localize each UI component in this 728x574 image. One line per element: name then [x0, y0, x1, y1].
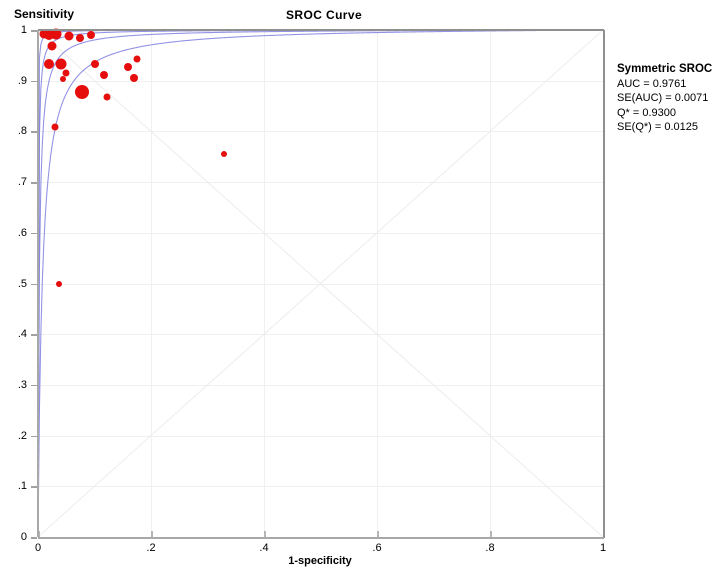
y-axis-tick	[31, 384, 37, 387]
gridline-horizontal	[38, 334, 603, 336]
y-axis-tick-label: .2	[17, 429, 27, 442]
data-point	[50, 28, 61, 40]
y-axis-tick-label: 0	[20, 531, 27, 543]
legend-line-se-qstar: SE(Q*) = 0.0125	[617, 121, 699, 133]
x-axis-tick-label: 0	[34, 542, 42, 554]
data-point	[75, 33, 84, 42]
data-point	[51, 123, 59, 131]
gridline-horizontal	[38, 232, 603, 234]
data-point	[87, 30, 96, 39]
chart-title: SROC Curve	[286, 8, 363, 22]
y-axis-tick-label: .4	[17, 328, 27, 341]
data-point	[43, 30, 54, 41]
data-point	[75, 84, 90, 99]
data-point	[56, 280, 63, 287]
legend-line-qstar: Q* = 0.9300	[617, 106, 677, 119]
x-axis-tick-label: .6	[372, 542, 382, 554]
y-axis-tick-label: .7	[17, 176, 27, 189]
data-point	[62, 69, 70, 77]
y-axis-tick-label: .5	[17, 277, 27, 290]
y-axis-tick	[31, 232, 37, 235]
gridline-horizontal	[38, 283, 603, 285]
y-axis-tick	[31, 486, 37, 488]
x-axis-tick	[264, 531, 266, 537]
data-point	[59, 76, 66, 83]
y-axis-line	[37, 30, 39, 537]
y-axis-tick	[31, 182, 37, 184]
x-axis-tick-label: 1	[599, 542, 607, 554]
legend-line-auc: AUC = 0.9761	[617, 77, 687, 90]
plot-area: 0 .2 .4 .6 .8 1 0 .1 .2 .3 .4 .5 .6 .7 .8 .9 1	[18, 24, 606, 554]
y-axis-tick-label: .6	[17, 226, 27, 239]
y-axis-tick-label: .3	[17, 378, 27, 391]
data-point	[103, 93, 111, 101]
statistics-legend: Symmetric SROC AUC = 0.9761 SE(AUC) = 0.…	[617, 62, 712, 135]
gridline-horizontal	[38, 80, 603, 82]
x-axis-tick	[151, 531, 153, 537]
y-axis-tick	[31, 435, 37, 438]
legend-line-se-auc: SE(AUC) = 0.0071	[617, 92, 709, 104]
x-axis-tick-label: .8	[485, 542, 495, 554]
plot-frame-right	[603, 30, 605, 538]
data-point	[43, 58, 54, 69]
plot-frame-top	[38, 29, 604, 31]
gridline-horizontal	[38, 131, 603, 133]
data-point	[130, 74, 139, 83]
gridline-horizontal	[38, 435, 603, 437]
data-point	[39, 29, 49, 39]
data-point	[64, 31, 74, 41]
y-axis-tick	[31, 131, 37, 133]
data-point	[90, 60, 99, 69]
gridline-horizontal	[38, 182, 603, 184]
y-axis-tick-label: .1	[17, 480, 27, 493]
y-axis-tick-label: .8	[17, 125, 27, 138]
data-point	[124, 62, 133, 71]
y-axis-tick	[31, 334, 37, 336]
x-axis-tick-label: .4	[259, 542, 269, 554]
data-point	[47, 41, 57, 51]
y-axis-tick-label: 1	[20, 24, 27, 36]
y-axis-tick	[31, 283, 37, 285]
y-axis-title: Sensitivity	[14, 7, 75, 21]
gridline-horizontal	[38, 486, 603, 488]
legend-title: Symmetric SROC	[617, 63, 713, 75]
x-axis-line	[38, 537, 604, 539]
x-axis-tick-label: .2	[146, 542, 156, 554]
data-point	[99, 70, 108, 79]
y-axis-tick-label: .9	[17, 74, 27, 87]
gridline-horizontal	[38, 384, 603, 386]
x-axis-tick	[38, 531, 40, 537]
x-axis-tick	[490, 531, 492, 537]
y-axis-tick	[31, 537, 37, 539]
data-point	[55, 58, 67, 70]
x-axis-title: 1-specificity	[288, 555, 352, 567]
y-axis-tick	[31, 80, 37, 83]
y-axis-tick	[31, 30, 37, 32]
data-point	[221, 151, 228, 158]
data-point	[133, 55, 141, 63]
x-axis-tick	[377, 531, 379, 537]
